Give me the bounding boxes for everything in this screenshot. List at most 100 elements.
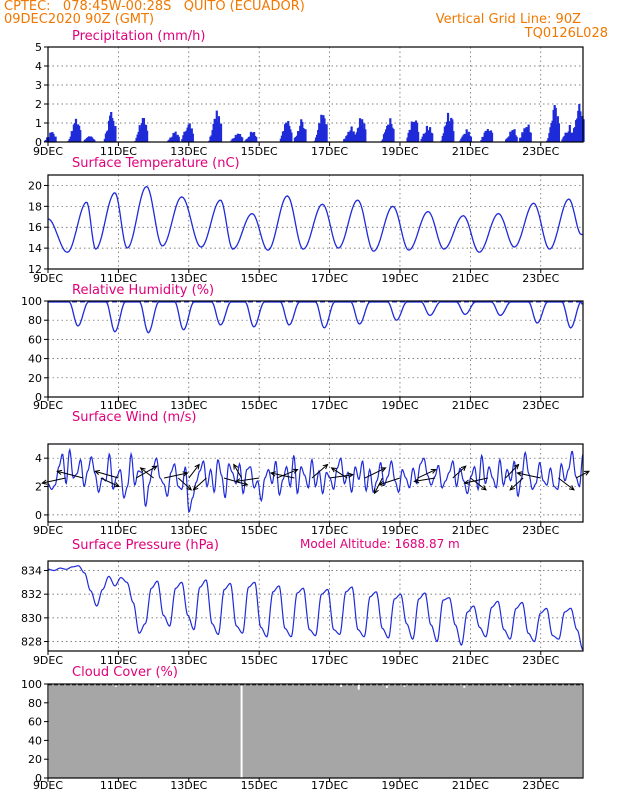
wind-arrow-head: [139, 467, 146, 473]
x-tick-label: 23DEC: [522, 524, 559, 537]
wind-arrow: [188, 464, 200, 479]
x-tick-label: 11DEC: [100, 524, 137, 537]
panel-6: [44, 683, 584, 782]
precip-bar: [177, 136, 180, 142]
wind-arrow-head: [322, 463, 329, 470]
x-tick-label: 13DEC: [170, 654, 207, 667]
header-grid-note: Vertical Grid Line: 90Z: [435, 12, 581, 27]
wind-arrow: [374, 477, 383, 494]
precip-bar: [79, 130, 82, 142]
x-tick-label: 13DEC: [170, 524, 207, 537]
wind-arrow-head: [583, 470, 590, 476]
panel-frame: [47, 174, 584, 270]
wind-arrow: [364, 467, 386, 479]
cloud-cover-notch: [114, 684, 117, 687]
panel-title: Cloud Cover (%): [72, 665, 178, 680]
x-tick-label: 9DEC: [33, 272, 63, 285]
wind-arrow: [509, 477, 524, 491]
wind-arrow: [177, 477, 192, 491]
pressure-line: [48, 565, 584, 651]
wind-arrow-head: [186, 485, 193, 491]
wind-arrow: [417, 469, 436, 479]
x-tick-label: 19DEC: [381, 145, 418, 158]
wind-arrow-head: [330, 467, 337, 473]
wind-arrow: [193, 477, 207, 491]
wind-arrow-head: [568, 485, 575, 491]
panel-5: [44, 560, 584, 655]
header-date: 09DEC2020 90Z (GMT): [4, 12, 155, 27]
x-tick-label: 9DEC: [33, 524, 63, 537]
cloud-cover-notch: [340, 684, 343, 687]
y-tick-label: 4: [35, 60, 42, 73]
x-tick-label: 21DEC: [452, 779, 489, 792]
x-tick-label: 19DEC: [381, 654, 418, 667]
x-tick-label: 23DEC: [522, 654, 559, 667]
y-tick-label: 40: [28, 734, 42, 747]
wind-arrow: [558, 477, 575, 491]
wind-arrow: [470, 477, 487, 491]
panel-frame: [47, 300, 584, 398]
x-tick-label: 11DEC: [100, 654, 137, 667]
y-tick-label: 16: [28, 221, 42, 234]
wind-arrow: [452, 465, 467, 479]
y-tick-label: 20: [28, 372, 42, 385]
panel-title: Surface Wind (m/s): [72, 410, 196, 425]
y-tick-label: 0: [35, 391, 42, 404]
model-altitude-label: Model Altitude: 1688.87 m: [300, 537, 460, 551]
y-tick-label: 834: [21, 564, 42, 577]
y-tick-label: 3: [35, 79, 42, 92]
x-tick-label: 23DEC: [522, 399, 559, 412]
precip-bar: [392, 129, 395, 142]
x-tick-label: 11DEC: [100, 272, 137, 285]
wind-arrow-head: [480, 485, 487, 491]
temperature-line: [47, 185, 583, 253]
precip-bar: [54, 136, 57, 142]
wind-arrow-head: [374, 488, 379, 495]
header-location: CPTEC: 078:45W-00:28S QUITO (ECUADOR): [4, 0, 305, 14]
x-tick-label: 21DEC: [452, 654, 489, 667]
precip-bar: [304, 129, 307, 142]
precip-bar: [452, 131, 455, 142]
cloud-cover-notch: [357, 684, 360, 690]
wind-arrow: [414, 477, 436, 482]
x-tick-label: 19DEC: [381, 272, 418, 285]
x-tick-label: 11DEC: [100, 145, 137, 158]
precip-bar: [417, 131, 420, 142]
wind-arrow: [311, 464, 328, 479]
panel-title: Precipitation (mm/h): [72, 29, 205, 44]
panel-2: [44, 174, 584, 273]
wind-arrow-head: [380, 467, 387, 473]
y-tick-label: 828: [21, 636, 42, 649]
y-tick-label: 18: [28, 200, 42, 213]
wind-arrow: [235, 477, 260, 482]
x-tick-label: 21DEC: [452, 399, 489, 412]
precip-bar: [191, 133, 194, 142]
cloud-cover-notch: [403, 684, 406, 687]
precip-bar: [557, 123, 561, 142]
precip-bar: [364, 129, 367, 142]
panel-1: [43, 46, 585, 146]
x-tick-label: 11DEC: [100, 779, 137, 792]
x-tick-label: 23DEC: [522, 779, 559, 792]
y-tick-label: 60: [28, 333, 42, 346]
wind-arrow-head: [194, 463, 200, 470]
wind-arrow: [57, 470, 84, 479]
cloud-cover-area: [49, 684, 582, 778]
wind-arrow: [517, 472, 541, 479]
wind-arrow-head: [233, 463, 239, 470]
y-tick-label: 0: [35, 772, 42, 785]
wind-arrow-head: [463, 479, 470, 485]
x-tick-label: 17DEC: [311, 524, 348, 537]
x-tick-label: 21DEC: [452, 145, 489, 158]
y-tick-label: 14: [28, 242, 42, 255]
y-tick-label: 60: [28, 716, 42, 729]
wind-arrow-head: [41, 479, 48, 485]
x-tick-label: 21DEC: [452, 272, 489, 285]
precip-bar: [431, 133, 434, 142]
y-tick-label: 4: [35, 452, 42, 465]
precip-bar: [114, 126, 117, 142]
y-tick-label: 12: [28, 263, 42, 276]
wind-speed-line: [47, 447, 584, 513]
y-tick-label: 20: [28, 179, 42, 192]
